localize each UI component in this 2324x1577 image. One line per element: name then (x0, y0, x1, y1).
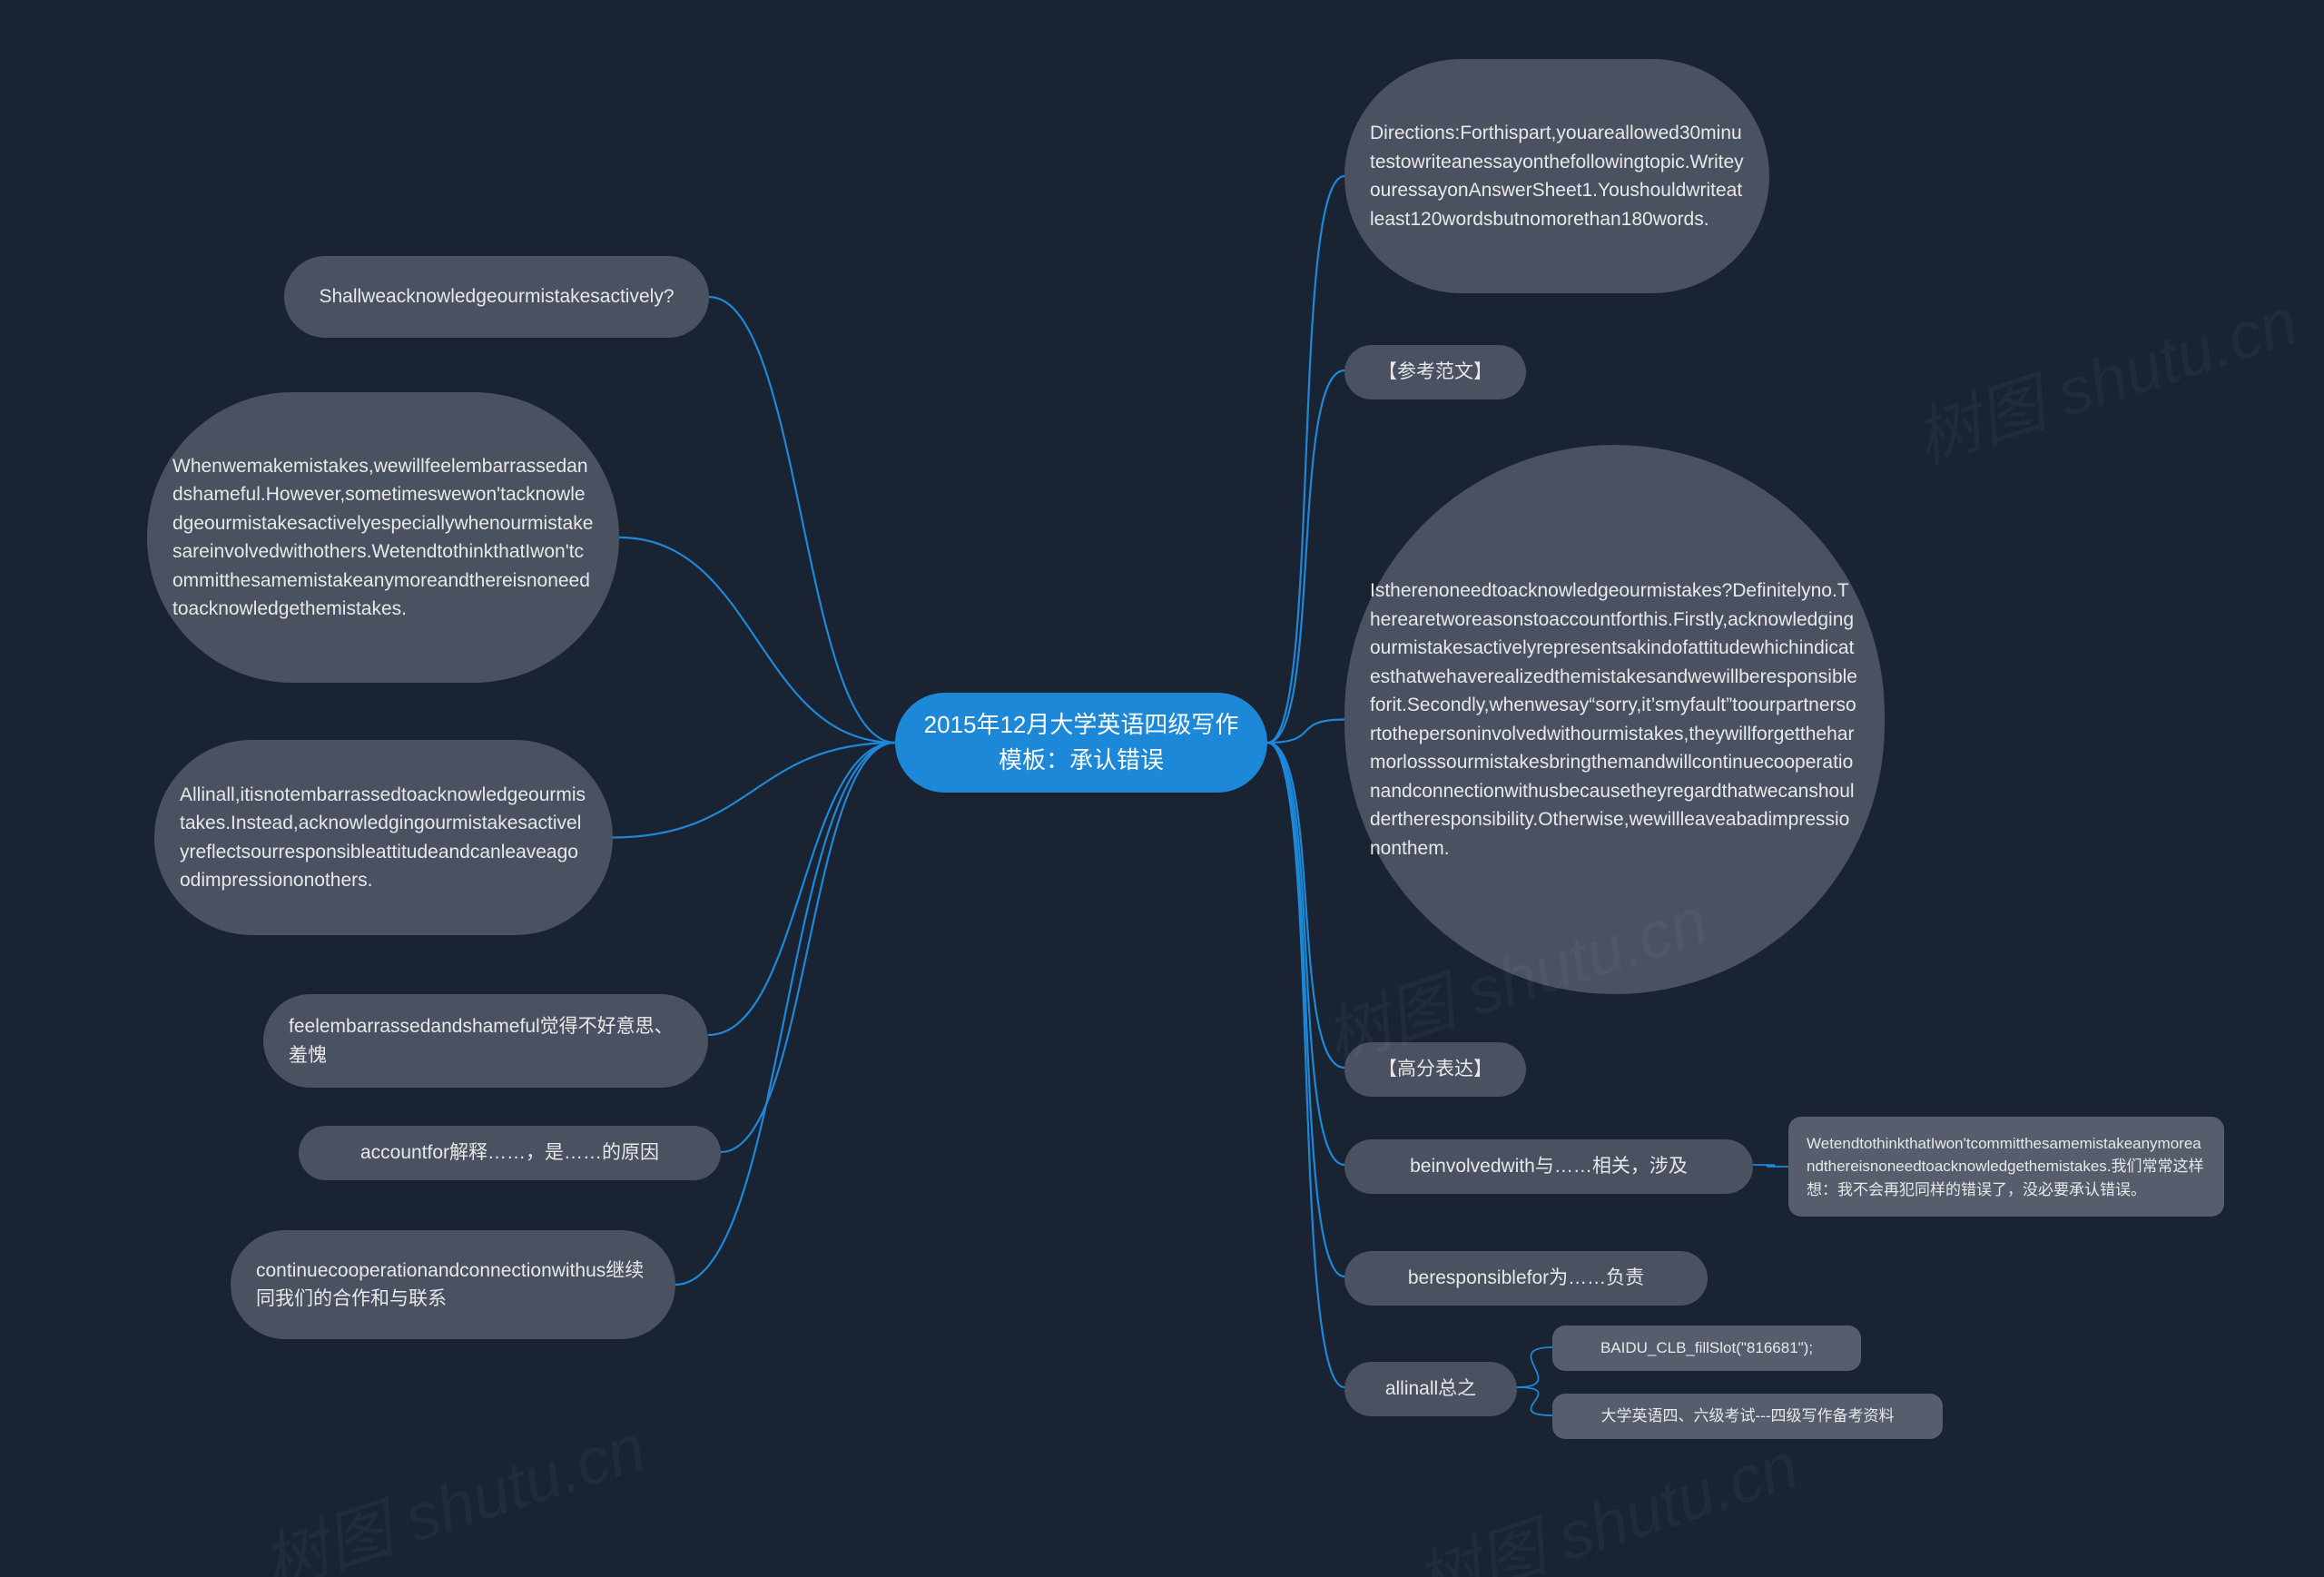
node-n_beinvolved: beinvolvedwith与……相关，涉及 (1344, 1139, 1753, 1194)
node-n_daxue: 大学英语四、六级考试---四级写作备考资料 (1552, 1394, 1943, 1439)
center-label: 2015年12月大学英语四级写作模板：承认错误 (921, 707, 1242, 778)
node-label: continuecooperationandconnectionwithus继续… (256, 1257, 650, 1314)
node-label: feelembarrassedandshameful觉得不好意思、羞愧 (289, 1012, 683, 1069)
edge (1517, 1347, 1552, 1387)
edge (1267, 743, 1344, 1387)
node-label: BAIDU_CLB_fillSlot("816681"); (1600, 1336, 1813, 1360)
node-label: beinvolvedwith与……相关，涉及 (1410, 1152, 1688, 1181)
node-label: allinall总之 (1385, 1375, 1476, 1404)
edge (1267, 743, 1344, 1068)
node-n_allinall: allinall总之 (1344, 1362, 1517, 1416)
edge (1267, 743, 1344, 1276)
node-label: Shallweacknowledgeourmistakesactively? (319, 282, 674, 311)
node-n_baidu: BAIDU_CLB_fillSlot("816681"); (1552, 1326, 1861, 1371)
edge (1517, 1387, 1552, 1415)
node-n_beresp: beresponsiblefor为……负责 (1344, 1251, 1708, 1306)
node-label: beresponsiblefor为……负责 (1408, 1264, 1644, 1293)
edge (1267, 370, 1344, 743)
node-label: 【高分表达】 (1378, 1055, 1492, 1084)
node-n_feelemb: feelembarrassedandshameful觉得不好意思、羞愧 (263, 994, 708, 1088)
node-n_isthere: Istherenoneedtoacknowledgeourmistakes?De… (1344, 445, 1885, 994)
node-n_shall: Shallweacknowledgeourmistakesactively? (284, 256, 709, 338)
node-n_allinall_left: Allinall,itisnotembarrassedtoacknowledge… (154, 740, 613, 935)
mindmap-canvas: 2015年12月大学英语四级写作模板：承认错误 Directions:Forth… (0, 0, 2324, 1577)
center-node: 2015年12月大学英语四级写作模板：承认错误 (895, 693, 1267, 793)
node-n_whenwe: Whenwemakemistakes,wewillfeelembarrassed… (147, 392, 619, 683)
node-n_directions: Directions:Forthispart,youareallowed30mi… (1344, 59, 1769, 293)
edge (1267, 176, 1344, 743)
node-n_gaofen: 【高分表达】 (1344, 1042, 1526, 1097)
node-label: 大学英语四、六级考试---四级写作备考资料 (1601, 1405, 1895, 1428)
node-n_wetend: WetendtothinkthatIwon'tcommitthesamemist… (1788, 1117, 2224, 1217)
node-label: Allinall,itisnotembarrassedtoacknowledge… (180, 781, 587, 895)
node-label: Istherenoneedtoacknowledgeourmistakes?De… (1370, 577, 1859, 862)
edge (709, 297, 895, 743)
node-n_continue: continuecooperationandconnectionwithus继续… (231, 1230, 675, 1339)
watermark: 树图 shutu.cn (1901, 268, 2307, 481)
edge (1267, 720, 1344, 744)
node-label: Whenwemakemistakes,wewillfeelembarrassed… (172, 452, 594, 624)
edge (675, 743, 895, 1285)
node-label: WetendtothinkthatIwon'tcommitthesamemist… (1807, 1132, 2206, 1202)
node-n_sample: 【参考范文】 (1344, 345, 1526, 399)
node-n_account: accountfor解释……，是……的原因 (299, 1126, 721, 1180)
node-label: 【参考范文】 (1378, 358, 1492, 387)
edge (619, 537, 895, 743)
watermark: 树图 shutu.cn (249, 1394, 655, 1577)
edge (613, 743, 895, 838)
edge (708, 743, 895, 1035)
edge (1753, 1165, 1788, 1167)
node-label: accountfor解释……，是……的原因 (360, 1138, 659, 1168)
edge (721, 743, 895, 1152)
node-label: Directions:Forthispart,youareallowed30mi… (1370, 119, 1744, 233)
edge (1267, 743, 1344, 1165)
